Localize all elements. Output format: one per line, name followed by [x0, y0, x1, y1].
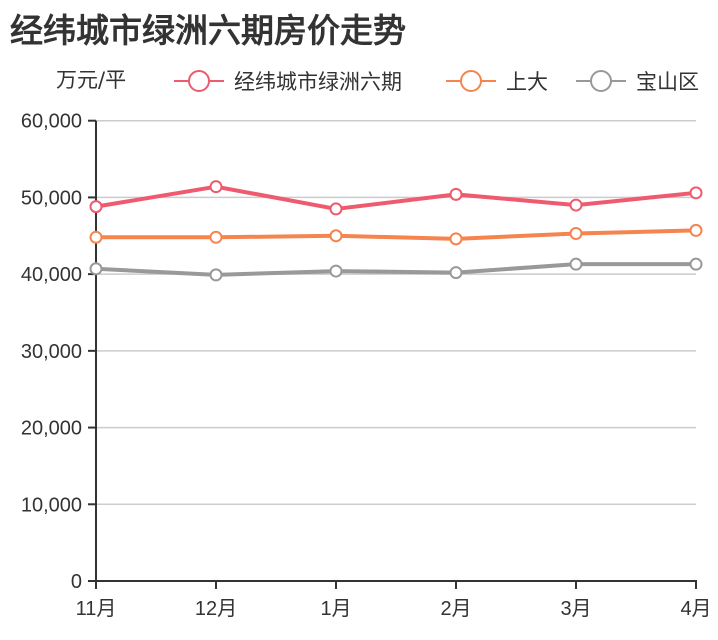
x-tick-label: 1月: [320, 598, 351, 620]
x-tick-label: 4月: [680, 598, 711, 620]
data-point[interactable]: [89, 200, 103, 214]
x-tick-label: 12月: [195, 598, 237, 620]
legend-item-baoshan[interactable]: 宝山区: [576, 64, 699, 98]
y-tick-label: 30,000: [21, 341, 82, 363]
line-circle-icon: [446, 70, 496, 92]
series-line: [95, 262, 696, 277]
legend-item-shangda[interactable]: 上大: [446, 64, 548, 98]
y-tick-label: 0: [71, 571, 82, 593]
legend-label: 经纬城市绿洲六期: [234, 70, 402, 94]
series-宝山区: [89, 257, 703, 282]
series-line: [95, 184, 697, 211]
y-axis-unit-label: 万元/平: [56, 68, 127, 92]
y-tick-label: 50,000: [21, 187, 82, 209]
data-point[interactable]: [329, 202, 343, 216]
legend-label: 宝山区: [636, 70, 699, 94]
series-line: [96, 228, 697, 241]
data-point[interactable]: [89, 230, 103, 244]
data-point[interactable]: [209, 180, 223, 194]
series-lines: [89, 180, 703, 282]
line-circle-icon: [576, 70, 626, 92]
data-point[interactable]: [689, 257, 703, 271]
axes: 0 10,000 20,000 30,000 40,000 50,000 60,000 11月…: [21, 111, 712, 620]
x-tick-label: 2月: [440, 598, 471, 620]
data-point[interactable]: [329, 229, 343, 243]
data-point[interactable]: [449, 266, 463, 280]
y-tick-label: 60,000: [21, 111, 82, 133]
data-point[interactable]: [689, 223, 703, 237]
line-circle-icon: [174, 70, 224, 92]
y-tick-label: 20,000: [21, 418, 82, 440]
data-point[interactable]: [329, 264, 343, 278]
legend-label: 上大: [506, 70, 548, 94]
y-tick-label: 10,000: [21, 494, 82, 516]
data-point[interactable]: [569, 198, 583, 212]
x-tick-label: 11月: [76, 598, 117, 620]
data-point[interactable]: [569, 257, 583, 271]
data-point[interactable]: [209, 268, 223, 282]
data-point[interactable]: [449, 232, 463, 246]
gridlines: [96, 119, 696, 506]
series-上大: [89, 223, 703, 246]
x-tick-label: 3月: [560, 598, 591, 620]
data-point[interactable]: [209, 230, 223, 244]
legend-item-jingwei[interactable]: 经纬城市绿洲六期: [174, 64, 402, 98]
data-point[interactable]: [89, 262, 103, 276]
data-point[interactable]: [449, 187, 463, 201]
y-tick-label: 40,000: [21, 264, 82, 286]
data-point[interactable]: [569, 226, 583, 240]
data-point[interactable]: [689, 186, 703, 200]
series-经纬城市绿洲六期: [89, 180, 703, 216]
chart-title: 经纬城市绿洲六期房价走势: [10, 11, 406, 50]
